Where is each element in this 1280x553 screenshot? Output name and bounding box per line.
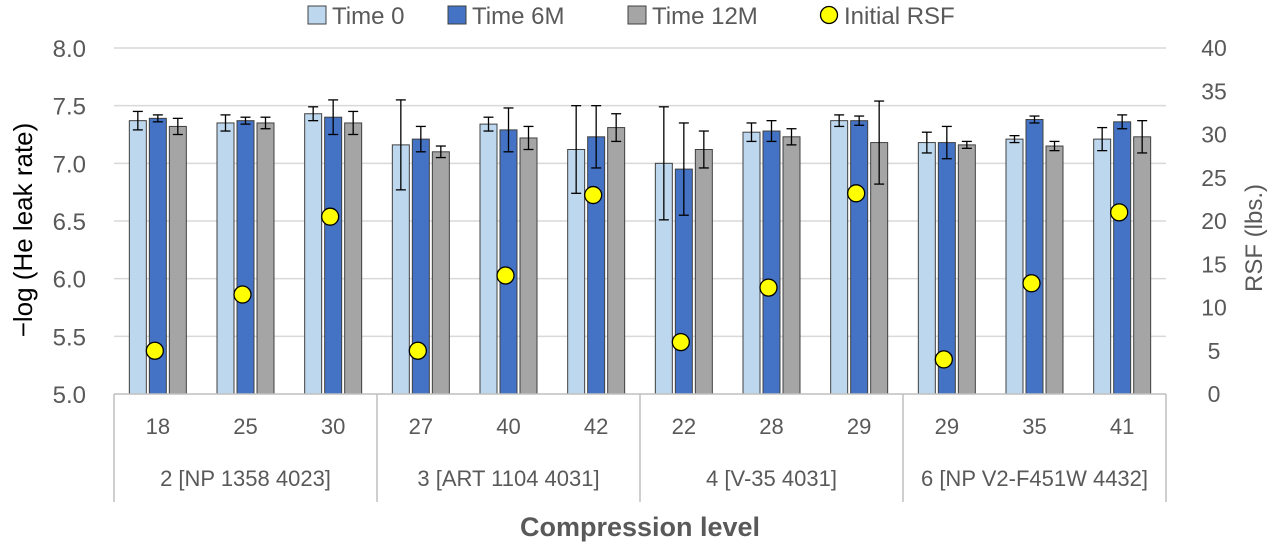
y-axis-right-label: RSF (lbs.)	[1241, 184, 1268, 292]
rsf-point	[1022, 274, 1041, 293]
rsf-markers	[145, 184, 1129, 369]
group-label: 6 [NP V2-F451W 4432]	[921, 466, 1148, 491]
bar	[1025, 119, 1044, 395]
bar	[431, 151, 450, 395]
y-left-tick-label: 8.0	[53, 36, 86, 63]
bar	[694, 148, 713, 395]
y-axis-left-label: −log (He leak rate)	[8, 123, 38, 338]
rsf-point	[496, 266, 515, 285]
legend-label: Time 0	[332, 3, 404, 30]
bar	[782, 136, 801, 395]
bar	[236, 120, 255, 395]
category-tick-label: 30	[321, 414, 345, 439]
y-left-tick-label: 7.5	[53, 94, 86, 121]
y-right-tick-label: 10	[1201, 295, 1227, 321]
bar	[519, 137, 538, 395]
bar	[1005, 138, 1024, 395]
bar	[479, 123, 498, 395]
legend-label: Time 6M	[472, 3, 564, 30]
group-label: 3 [ART 1104 4031]	[417, 466, 599, 491]
y-right-tick-label: 15	[1201, 251, 1227, 277]
rsf-point	[233, 285, 252, 304]
category-tick-label: 18	[146, 414, 170, 439]
category-tick-label: 27	[409, 414, 433, 439]
y-right-tick-label: 5	[1208, 338, 1221, 364]
legend-swatch	[307, 5, 327, 25]
legend-swatch	[627, 5, 647, 25]
y-right-tick-label: 40	[1201, 35, 1227, 61]
category-tick-label: 28	[759, 414, 783, 439]
x-axis-label: Compression level	[520, 512, 760, 542]
y-right-tick-label: 30	[1201, 122, 1227, 148]
y-left-tick-label: 6.0	[53, 267, 86, 294]
rsf-point	[759, 278, 778, 297]
bar	[128, 120, 147, 395]
bar	[324, 116, 343, 395]
bar	[304, 113, 323, 395]
gridlines	[114, 47, 1166, 338]
rsf-point	[321, 207, 340, 226]
group-label: 4 [V-35 4031]	[706, 466, 837, 491]
bar	[1093, 138, 1112, 395]
rsf-point	[934, 350, 953, 369]
axes: 5.0 5.5 6.0 6.5 7.0 7.5 8.0 0 5 10 15 20 25 30 35 40 2 […	[53, 35, 1227, 502]
bar	[957, 144, 976, 395]
rsf-point	[145, 341, 164, 360]
category-tick-label: 22	[672, 414, 696, 439]
y-right-tick-label: 0	[1208, 381, 1221, 407]
legend: Time 0 Time 6M Time 12M Initial RSF	[307, 3, 955, 30]
category-tick-label: 25	[233, 414, 257, 439]
category-tick-label: 41	[1110, 414, 1134, 439]
error-bars	[132, 99, 1148, 221]
bar	[216, 122, 235, 395]
category-tick-label: 29	[847, 414, 871, 439]
bars	[128, 113, 1152, 395]
category-tick-label: 35	[1022, 414, 1046, 439]
bar	[850, 120, 869, 395]
y-left-tick-label: 7.0	[53, 151, 86, 178]
category-tick-label: 40	[496, 414, 520, 439]
bar	[607, 127, 626, 395]
y-left-tick-label: 6.5	[53, 209, 86, 236]
legend-swatch	[447, 5, 467, 25]
legend-marker	[819, 5, 839, 25]
bar	[499, 129, 518, 395]
y-right-tick-label: 25	[1201, 165, 1227, 191]
bar	[742, 131, 761, 395]
y-left-tick-label: 5.0	[53, 382, 86, 409]
legend-label: Initial RSF	[844, 3, 955, 30]
bar	[1113, 121, 1132, 395]
bar	[762, 130, 781, 395]
rsf-point	[671, 332, 690, 352]
y-right-tick-label: 20	[1201, 208, 1227, 234]
y-right-tick-label: 35	[1201, 78, 1227, 104]
category-tick-label: 42	[584, 414, 608, 439]
bar	[830, 120, 849, 395]
rsf-point	[847, 184, 866, 203]
rsf-point	[584, 185, 603, 205]
bar	[344, 122, 363, 395]
bar	[587, 136, 606, 395]
bar	[168, 125, 187, 395]
bar	[1133, 136, 1152, 395]
legend-label: Time 12M	[652, 3, 758, 30]
bar	[1045, 145, 1064, 395]
rsf-point	[1110, 203, 1129, 222]
y-left-tick-label: 5.5	[53, 324, 86, 351]
bar	[256, 122, 275, 395]
category-tick-label: 29	[935, 414, 959, 439]
group-label: 2 [NP 1358 4023]	[160, 466, 331, 491]
rsf-point	[408, 341, 427, 360]
bar	[917, 142, 936, 395]
